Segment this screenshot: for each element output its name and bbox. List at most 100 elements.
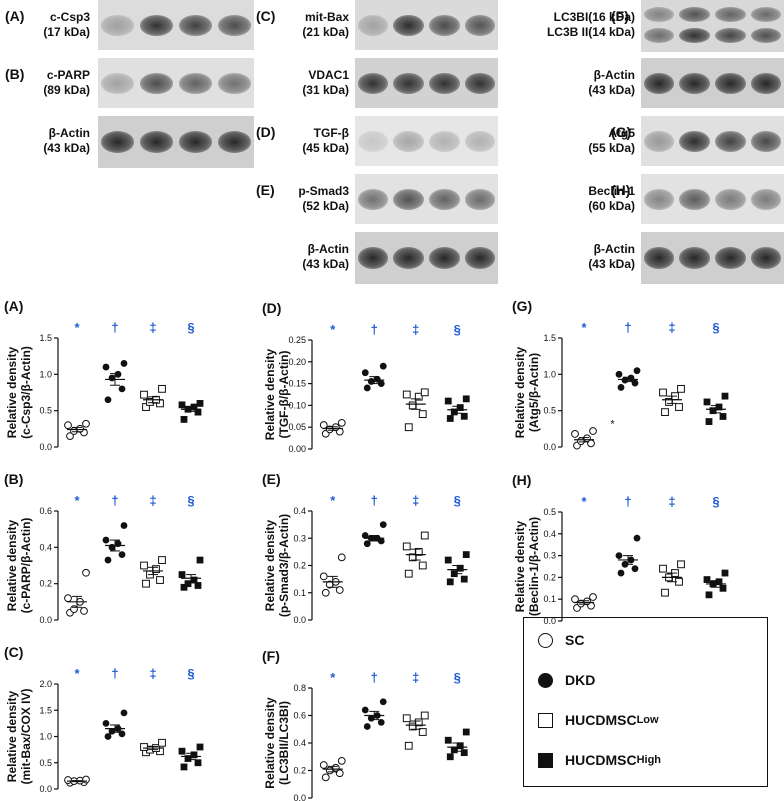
- data-point: [102, 536, 110, 544]
- significance-mark: †: [111, 666, 118, 681]
- tick-label: 0.05: [288, 422, 306, 432]
- significance-mark: ‡: [668, 494, 675, 509]
- data-point: [82, 568, 90, 577]
- tick-label: 0.25: [288, 335, 306, 345]
- tick-label: 0.5: [543, 406, 556, 416]
- data-point: [617, 384, 625, 391]
- protein-label: β-Actin (43 kDa): [43, 126, 90, 155]
- blot-band: [750, 130, 782, 152]
- blot-band: [679, 130, 710, 152]
- data-point: [705, 418, 713, 425]
- data-point: [118, 730, 126, 738]
- data-point: [337, 418, 346, 427]
- significance-mark: †: [371, 322, 378, 337]
- data-point: [337, 553, 346, 562]
- axis-label: (mit-Bax/COX IV): [19, 688, 33, 784]
- data-point: [104, 733, 112, 740]
- protein-label: β-Actin (43 kDa): [302, 242, 349, 271]
- blot-band: [715, 188, 746, 210]
- data-point: [184, 580, 192, 588]
- panel-letter: (H): [512, 472, 531, 488]
- blot-band: [393, 14, 424, 36]
- tick-label: 1.0: [39, 732, 52, 742]
- significance-mark: †: [111, 493, 118, 508]
- data-point: [456, 564, 464, 572]
- axis-label: Relative density: [513, 346, 527, 438]
- data-point: [450, 408, 458, 416]
- data-point: [462, 728, 470, 736]
- data-point: [462, 395, 470, 403]
- protein-label: VDAC1 (31 kDa): [302, 68, 349, 97]
- tick-label: 1.5: [39, 705, 52, 715]
- data-point: [721, 569, 729, 577]
- tick-label: 1.0: [39, 369, 52, 379]
- tick-label: 0.2: [39, 579, 52, 589]
- panel-letter: (B): [4, 471, 23, 487]
- legend-sup: High: [636, 754, 662, 766]
- data-point: [194, 759, 202, 767]
- data-point: [82, 419, 90, 428]
- blot-band: [139, 131, 174, 153]
- data-point: [402, 714, 411, 723]
- blot-band: [643, 247, 675, 269]
- data-point: [156, 576, 164, 584]
- tick-label: 0.8: [293, 683, 306, 693]
- significance-mark: *: [74, 320, 80, 335]
- data-point: [379, 521, 387, 529]
- protein-label: TGF-β (45 kDa): [302, 126, 349, 155]
- blot-band: [429, 72, 460, 94]
- blot-band: [100, 131, 135, 153]
- data-point: [414, 392, 423, 401]
- blot-band: [464, 72, 496, 94]
- data-point: [108, 727, 116, 735]
- data-point: [363, 540, 371, 548]
- data-point: [589, 593, 597, 601]
- data-point: [420, 531, 429, 540]
- protein-label: p-Smad3 (52 kDa): [298, 184, 349, 213]
- blot-band: [429, 14, 460, 36]
- data-point: [64, 421, 72, 430]
- significance-mark: §: [454, 493, 461, 508]
- axis-label: (LC3BII/LC3BI): [277, 701, 291, 785]
- blot-band: [357, 188, 389, 210]
- legend-label: HUCDMSC: [565, 712, 637, 728]
- data-point: [184, 755, 192, 762]
- blot-band: [100, 72, 135, 94]
- tick-label: 0.4: [293, 506, 306, 516]
- data-point: [661, 588, 669, 597]
- circle-filled-icon: [538, 672, 553, 688]
- axis-label: (TGF-β/β-Actin): [277, 351, 291, 439]
- panel-letter: (E): [256, 182, 275, 198]
- data-point: [158, 556, 166, 564]
- significance-mark: *: [74, 493, 80, 508]
- blot-image: [641, 174, 784, 224]
- blot-image: [641, 232, 784, 284]
- data-point: [617, 569, 625, 577]
- tick-label: 0.2: [543, 572, 556, 582]
- blot-band: [464, 188, 496, 210]
- axis-label: (p-Smad3/β-Actin): [277, 514, 291, 617]
- blot-band: [429, 130, 460, 152]
- blot-band: [464, 14, 496, 36]
- blot-band: [750, 72, 782, 94]
- data-point: [589, 427, 597, 435]
- data-point: [408, 401, 417, 410]
- data-point: [715, 403, 723, 411]
- tick-label: 1.0: [543, 369, 556, 379]
- data-point: [418, 410, 427, 419]
- tick-label: 0.0: [39, 442, 52, 452]
- data-point: [319, 761, 328, 769]
- legend: SC DKD HUCDMSC Low HUCDMSC High: [523, 617, 768, 787]
- data-point: [102, 363, 110, 371]
- data-point: [361, 706, 369, 714]
- blot-band: [178, 131, 213, 153]
- data-point: [719, 584, 727, 592]
- tick-label: 0.5: [39, 758, 52, 768]
- blot-band: [357, 72, 389, 94]
- significance-mark: ‡: [149, 666, 156, 681]
- tick-label: 0.10: [288, 400, 306, 410]
- significance-mark: †: [371, 493, 378, 508]
- data-point: [627, 374, 635, 382]
- blot-band: [393, 188, 424, 210]
- axis-label: Relative density: [5, 346, 19, 438]
